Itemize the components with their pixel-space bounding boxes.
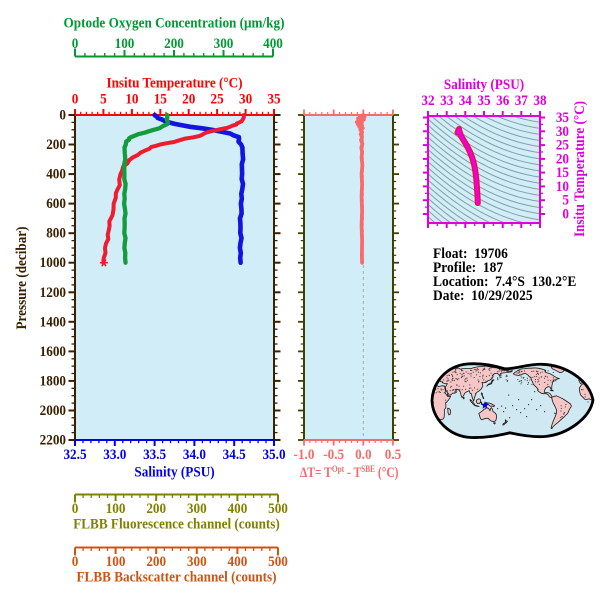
- svg-text:Salinity (PSU): Salinity (PSU): [134, 464, 214, 481]
- svg-text:0: 0: [562, 206, 569, 223]
- svg-text:20: 20: [556, 151, 569, 168]
- svg-text:32: 32: [421, 92, 434, 109]
- svg-text:10: 10: [556, 178, 569, 195]
- svg-text:300: 300: [187, 553, 207, 570]
- svg-text:600: 600: [46, 195, 66, 212]
- svg-text:Optode Oxygen Concentration (μ: Optode Oxygen Concentration (μm/kg): [64, 15, 285, 32]
- svg-text:30: 30: [239, 91, 252, 108]
- svg-text:0.5: 0.5: [385, 446, 401, 463]
- svg-text:100: 100: [106, 553, 126, 570]
- svg-text:15: 15: [556, 164, 569, 181]
- svg-text:1200: 1200: [40, 284, 66, 301]
- svg-text:400: 400: [46, 166, 66, 183]
- svg-text:30: 30: [556, 123, 569, 140]
- svg-text:25: 25: [211, 91, 224, 108]
- svg-text:500: 500: [268, 500, 288, 517]
- svg-text:Insitu Temperature (°C): Insitu Temperature (°C): [106, 75, 242, 92]
- svg-text:400: 400: [228, 553, 248, 570]
- svg-text:37: 37: [515, 92, 528, 109]
- svg-text:1400: 1400: [40, 314, 66, 331]
- svg-text:0: 0: [72, 500, 79, 517]
- svg-text:25: 25: [556, 137, 569, 154]
- svg-text:200: 200: [164, 35, 184, 52]
- svg-text:Profile: 187: Profile: 187: [433, 261, 503, 277]
- svg-text:-0.5: -0.5: [323, 446, 344, 463]
- svg-text:33.5: 33.5: [143, 446, 166, 463]
- svg-text:300: 300: [187, 500, 207, 517]
- svg-text:300: 300: [214, 35, 234, 52]
- svg-text:200: 200: [46, 136, 66, 153]
- svg-text:Insitu Temperature (°C): Insitu Temperature (°C): [571, 101, 588, 237]
- svg-text:35: 35: [267, 91, 280, 108]
- svg-text:35: 35: [556, 109, 569, 126]
- svg-text:Float: 19706: Float: 19706: [433, 247, 508, 263]
- svg-text:1600: 1600: [40, 343, 66, 360]
- svg-text:33: 33: [440, 92, 453, 109]
- svg-text:FLBB Fluorescence channel (cou: FLBB Fluorescence channel (counts): [73, 516, 280, 533]
- svg-text:FLBB Backscatter channel (coun: FLBB Backscatter channel (counts): [76, 569, 276, 586]
- svg-text:0: 0: [72, 35, 79, 52]
- svg-text:34.0: 34.0: [183, 446, 206, 463]
- svg-text:400: 400: [228, 500, 248, 517]
- svg-text:100: 100: [106, 500, 126, 517]
- svg-text:15: 15: [154, 91, 167, 108]
- svg-text:0: 0: [72, 91, 79, 108]
- svg-text:35.0: 35.0: [262, 446, 285, 463]
- svg-text:Location: 7.4°S 130.2°E: Location: 7.4°S 130.2°E: [433, 275, 576, 291]
- svg-text:2200: 2200: [40, 432, 66, 449]
- svg-text:0.0: 0.0: [355, 446, 371, 463]
- svg-text:36: 36: [496, 92, 509, 109]
- svg-text:20: 20: [182, 91, 195, 108]
- svg-text:5: 5: [100, 91, 107, 108]
- svg-text:200: 200: [146, 553, 166, 570]
- svg-text:800: 800: [46, 225, 66, 242]
- svg-text:35: 35: [477, 92, 490, 109]
- svg-text:100: 100: [115, 35, 135, 52]
- svg-text:Salinity (PSU): Salinity (PSU): [444, 76, 524, 93]
- svg-text:200: 200: [146, 500, 166, 517]
- svg-text:500: 500: [268, 553, 288, 570]
- svg-text:0: 0: [59, 107, 66, 124]
- svg-text:ΔT= TOpt - TSBE (°C): ΔT= TOpt - TSBE (°C): [300, 463, 399, 480]
- svg-text:32.5: 32.5: [63, 446, 86, 463]
- svg-text:34.5: 34.5: [223, 446, 246, 463]
- svg-text:400: 400: [263, 35, 283, 52]
- svg-text:1000: 1000: [40, 254, 66, 271]
- svg-text:1800: 1800: [40, 373, 66, 390]
- svg-text:33.0: 33.0: [103, 446, 126, 463]
- svg-text:-1.0: -1.0: [294, 446, 315, 463]
- svg-text:10: 10: [125, 91, 138, 108]
- svg-text:34: 34: [459, 92, 472, 109]
- svg-text:2000: 2000: [40, 402, 66, 419]
- svg-text:Date: 10/29/2025: Date: 10/29/2025: [433, 289, 533, 305]
- svg-text:5: 5: [562, 192, 569, 209]
- svg-text:38: 38: [533, 92, 546, 109]
- svg-text:Pressure (decibar): Pressure (decibar): [13, 226, 30, 329]
- svg-text:0: 0: [72, 553, 79, 570]
